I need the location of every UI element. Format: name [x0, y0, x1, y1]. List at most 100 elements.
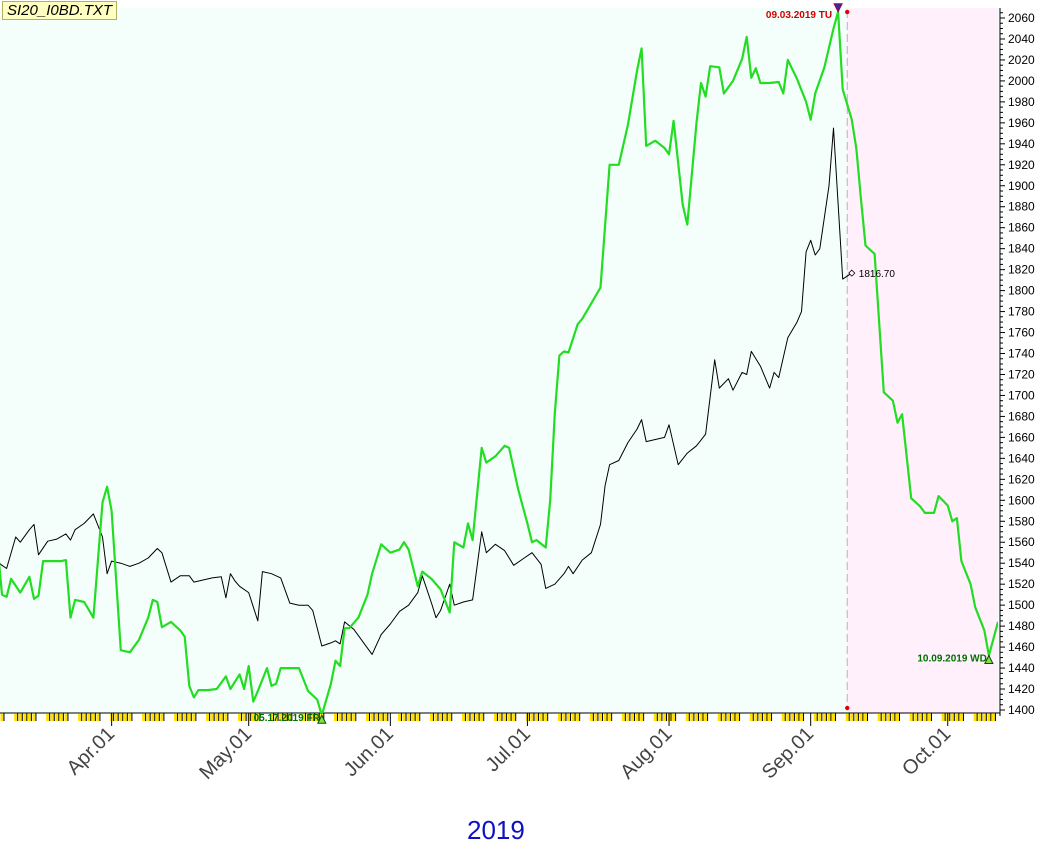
x-minor-tick-yellow: [151, 714, 155, 721]
x-minor-tick-yellow: [685, 714, 689, 721]
plot-background: [0, 8, 1000, 713]
x-minor-tick-yellow: [621, 714, 625, 721]
last-price-marker: [848, 269, 856, 277]
x-minor-tick-yellow: [512, 714, 516, 721]
x-minor-ticks: [0, 713, 996, 721]
x-minor-tick-yellow: [562, 714, 566, 721]
y-tick-label: 1700: [1008, 388, 1035, 402]
x-minor-tick-yellow: [539, 714, 543, 721]
x-minor-tick-yellow: [941, 714, 945, 721]
y-tick-label: 1720: [1008, 367, 1035, 381]
y-tick-label: 2060: [1008, 11, 1035, 25]
x-minor-tick-yellow: [82, 714, 86, 721]
x-minor-tick-yellow: [338, 714, 342, 721]
y-tick-label: 1920: [1008, 158, 1035, 172]
x-minor-tick-yellow: [891, 714, 895, 721]
y-tick-label: 1500: [1008, 598, 1035, 612]
x-minor-tick-yellow: [183, 714, 187, 721]
price-series-line: [0, 127, 853, 655]
x-minor-tick-yellow: [749, 714, 753, 721]
x-minor-tick-yellow: [429, 714, 433, 721]
x-minor-tick-yellow: [251, 714, 255, 721]
x-minor-tick-yellow: [461, 714, 465, 721]
x-minor-tick-yellow: [59, 714, 63, 721]
x-minor-tick-yellow: [18, 714, 22, 721]
y-tick-label: 1760: [1008, 326, 1035, 340]
x-minor-tick-yellow: [448, 714, 452, 721]
x-minor-tick-yellow: [982, 714, 986, 721]
y-tick-label: 2040: [1008, 32, 1035, 46]
x-minor-tick-yellow: [544, 714, 548, 721]
x-minor-tick-yellow: [96, 714, 100, 721]
model-series-line: [0, 10, 998, 713]
x-tick-label: Sep.01: [758, 723, 818, 783]
year-label: 2019: [467, 815, 525, 845]
x-minor-tick-yellow: [717, 714, 721, 721]
x-minor-tick-yellow: [722, 714, 726, 721]
x-minor-tick-yellow: [626, 714, 630, 721]
y-tick-label: 1780: [1008, 305, 1035, 319]
last-price-label: 1816.70: [859, 269, 896, 280]
x-minor-tick-yellow: [758, 714, 762, 721]
y-tick-label: 1600: [1008, 493, 1035, 507]
x-minor-tick-yellow: [123, 714, 127, 721]
x-minor-tick-yellow: [439, 714, 443, 721]
x-minor-tick-yellow: [256, 714, 260, 721]
x-minor-tick-yellow: [498, 714, 502, 721]
x-minor-tick-yellow: [603, 714, 607, 721]
x-minor-tick-yellow: [315, 714, 319, 721]
x-minor-tick-yellow: [210, 714, 214, 721]
x-minor-tick-yellow: [822, 714, 826, 721]
x-minor-tick-yellow: [128, 714, 132, 721]
x-minor-tick-yellow: [379, 714, 383, 721]
x-minor-tick-yellow: [146, 714, 150, 721]
annotation-layer: 09.03.2019 TU 05.17.2019 FR 10.09.2019 WD 1…: [254, 3, 994, 724]
x-minor-tick-yellow: [270, 714, 274, 721]
x-minor-tick-yellow: [859, 714, 863, 721]
x-minor-tick-yellow: [407, 714, 411, 721]
x-minor-tick-yellow: [608, 714, 612, 721]
x-minor-tick-yellow: [690, 714, 694, 721]
x-minor-tick-yellow: [571, 714, 575, 721]
x-minor-tick-yellow: [224, 714, 228, 721]
x-minor-tick-yellow: [46, 714, 50, 721]
y-axis: 1400 1420 1440 1460 1480 1500 1520 1540 1560 1580…: [1000, 11, 1035, 717]
y-tick-label: 1480: [1008, 619, 1035, 633]
x-minor-tick-yellow: [0, 714, 4, 721]
x-minor-tick-yellow: [55, 714, 59, 721]
y-tick-label: 1880: [1008, 200, 1035, 214]
y-tick-label: 1420: [1008, 682, 1035, 696]
y-tick-label: 1560: [1008, 535, 1035, 549]
y-tick-label: 1740: [1008, 347, 1035, 361]
x-minor-tick-yellow: [288, 714, 292, 721]
y-tick-label: 1400: [1008, 703, 1035, 717]
x-minor-tick-yellow: [781, 714, 785, 721]
x-minor-tick-yellow: [818, 714, 822, 721]
bottom-marker-label: 10.09.2019 WD: [917, 653, 987, 664]
x-minor-tick-yellow: [576, 714, 580, 721]
x-minor-tick-yellow: [589, 714, 593, 721]
x-minor-tick-yellow: [274, 714, 278, 721]
x-minor-tick-yellow: [726, 714, 730, 721]
x-minor-tick-yellow: [923, 714, 927, 721]
top-marker-label: 09.03.2019 TU: [766, 10, 832, 21]
x-minor-tick-yellow: [699, 714, 703, 721]
x-minor-tick-yellow: [434, 714, 438, 721]
x-minor-tick-yellow: [503, 714, 507, 721]
x-minor-tick-yellow: [187, 714, 191, 721]
y-tick-label: 1960: [1008, 116, 1035, 130]
x-minor-tick-yellow: [599, 714, 603, 721]
x-tick-label: Oct.01: [898, 723, 955, 780]
x-minor-tick-yellow: [91, 714, 95, 721]
x-minor-tick-yellow: [142, 714, 146, 721]
x-minor-tick-yellow: [909, 714, 913, 721]
x-minor-tick-yellow: [704, 714, 708, 721]
x-minor-tick-yellow: [375, 714, 379, 721]
x-minor-tick-yellow: [800, 714, 804, 721]
x-minor-tick-yellow: [206, 714, 210, 721]
x-tick-label: Aug.01: [616, 723, 676, 783]
y-tick-label: 1660: [1008, 430, 1035, 444]
x-minor-tick-yellow: [114, 714, 118, 721]
x-minor-tick-yellow: [630, 714, 634, 721]
top-marker: [833, 3, 843, 13]
